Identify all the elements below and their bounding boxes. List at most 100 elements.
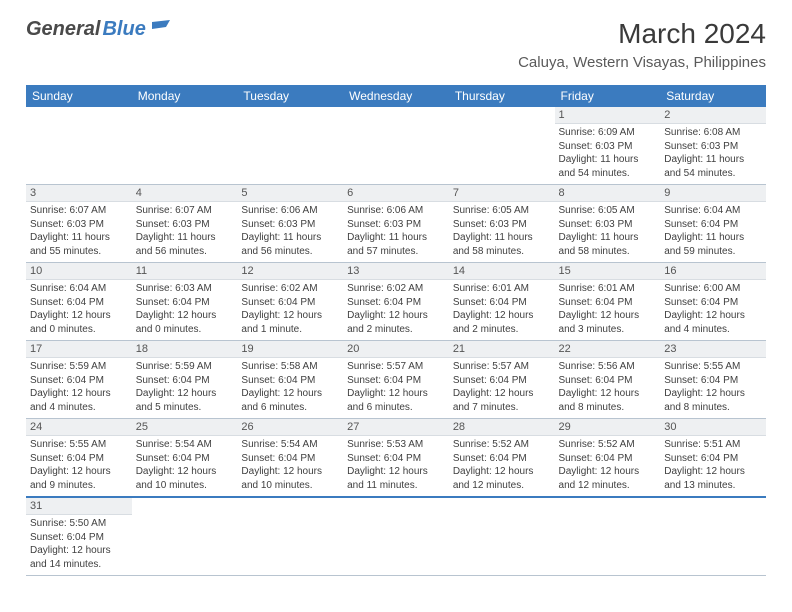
weekday-header: Friday — [555, 85, 661, 107]
day-number: 4 — [132, 185, 238, 202]
weekday-header: Saturday — [660, 85, 766, 107]
day-details: Sunrise: 5:52 AMSunset: 6:04 PMDaylight:… — [449, 436, 555, 496]
day-number: 18 — [132, 341, 238, 358]
calendar-day-cell: 16Sunrise: 6:00 AMSunset: 6:04 PMDayligh… — [660, 263, 766, 341]
calendar-day-cell: 31Sunrise: 5:50 AMSunset: 6:04 PMDayligh… — [26, 497, 132, 576]
day-number: 12 — [237, 263, 343, 280]
flag-icon — [152, 20, 174, 39]
day-details: Sunrise: 6:01 AMSunset: 6:04 PMDaylight:… — [555, 280, 661, 340]
calendar-day-cell: 11Sunrise: 6:03 AMSunset: 6:04 PMDayligh… — [132, 263, 238, 341]
calendar-day-cell: 19Sunrise: 5:58 AMSunset: 6:04 PMDayligh… — [237, 341, 343, 419]
calendar-day-cell: 23Sunrise: 5:55 AMSunset: 6:04 PMDayligh… — [660, 341, 766, 419]
day-number: 29 — [555, 419, 661, 436]
calendar-header-row: SundayMondayTuesdayWednesdayThursdayFrid… — [26, 85, 766, 107]
day-details: Sunrise: 5:50 AMSunset: 6:04 PMDaylight:… — [26, 515, 132, 575]
calendar-day-cell: .. — [343, 107, 449, 185]
day-number: 15 — [555, 263, 661, 280]
day-details: Sunrise: 5:59 AMSunset: 6:04 PMDaylight:… — [26, 358, 132, 418]
header: General Blue March 2024 Caluya, Western … — [0, 0, 792, 77]
day-number: 31 — [26, 498, 132, 515]
weekday-header: Sunday — [26, 85, 132, 107]
calendar-day-cell: .. — [237, 497, 343, 576]
day-details: Sunrise: 5:55 AMSunset: 6:04 PMDaylight:… — [660, 358, 766, 418]
day-number: 13 — [343, 263, 449, 280]
day-details: Sunrise: 5:51 AMSunset: 6:04 PMDaylight:… — [660, 436, 766, 496]
calendar-day-cell: 4Sunrise: 6:07 AMSunset: 6:03 PMDaylight… — [132, 185, 238, 263]
day-details: Sunrise: 5:52 AMSunset: 6:04 PMDaylight:… — [555, 436, 661, 496]
title-block: March 2024 Caluya, Western Visayas, Phil… — [518, 18, 766, 71]
calendar-day-cell: 5Sunrise: 6:06 AMSunset: 6:03 PMDaylight… — [237, 185, 343, 263]
day-number: 19 — [237, 341, 343, 358]
calendar-day-cell: .. — [555, 497, 661, 576]
weekday-header: Wednesday — [343, 85, 449, 107]
day-number: 11 — [132, 263, 238, 280]
day-details: Sunrise: 5:54 AMSunset: 6:04 PMDaylight:… — [237, 436, 343, 496]
day-details: Sunrise: 5:56 AMSunset: 6:04 PMDaylight:… — [555, 358, 661, 418]
day-details: Sunrise: 6:02 AMSunset: 6:04 PMDaylight:… — [343, 280, 449, 340]
day-details: Sunrise: 5:57 AMSunset: 6:04 PMDaylight:… — [449, 358, 555, 418]
day-number: 30 — [660, 419, 766, 436]
day-number: 28 — [449, 419, 555, 436]
calendar-day-cell: 28Sunrise: 5:52 AMSunset: 6:04 PMDayligh… — [449, 419, 555, 498]
day-number: 20 — [343, 341, 449, 358]
calendar-week-row: 31Sunrise: 5:50 AMSunset: 6:04 PMDayligh… — [26, 497, 766, 576]
calendar-day-cell: 7Sunrise: 6:05 AMSunset: 6:03 PMDaylight… — [449, 185, 555, 263]
calendar-day-cell: 14Sunrise: 6:01 AMSunset: 6:04 PMDayligh… — [449, 263, 555, 341]
calendar-day-cell: 2Sunrise: 6:08 AMSunset: 6:03 PMDaylight… — [660, 107, 766, 185]
calendar-day-cell: 3Sunrise: 6:07 AMSunset: 6:03 PMDaylight… — [26, 185, 132, 263]
calendar-day-cell: 8Sunrise: 6:05 AMSunset: 6:03 PMDaylight… — [555, 185, 661, 263]
day-number: 3 — [26, 185, 132, 202]
calendar-day-cell: 1Sunrise: 6:09 AMSunset: 6:03 PMDaylight… — [555, 107, 661, 185]
day-details: Sunrise: 5:58 AMSunset: 6:04 PMDaylight:… — [237, 358, 343, 418]
day-details: Sunrise: 6:08 AMSunset: 6:03 PMDaylight:… — [660, 124, 766, 184]
weekday-header: Monday — [132, 85, 238, 107]
day-number: 25 — [132, 419, 238, 436]
day-details: Sunrise: 5:55 AMSunset: 6:04 PMDaylight:… — [26, 436, 132, 496]
calendar-day-cell: .. — [660, 497, 766, 576]
calendar-day-cell: 29Sunrise: 5:52 AMSunset: 6:04 PMDayligh… — [555, 419, 661, 498]
calendar-day-cell: 22Sunrise: 5:56 AMSunset: 6:04 PMDayligh… — [555, 341, 661, 419]
weekday-header: Tuesday — [237, 85, 343, 107]
calendar-week-row: 3Sunrise: 6:07 AMSunset: 6:03 PMDaylight… — [26, 185, 766, 263]
day-number: 10 — [26, 263, 132, 280]
calendar-day-cell: .. — [237, 107, 343, 185]
calendar-day-cell: 13Sunrise: 6:02 AMSunset: 6:04 PMDayligh… — [343, 263, 449, 341]
day-details: Sunrise: 6:01 AMSunset: 6:04 PMDaylight:… — [449, 280, 555, 340]
calendar-day-cell: .. — [449, 497, 555, 576]
day-number: 1 — [555, 107, 661, 124]
day-number: 23 — [660, 341, 766, 358]
brand-part1: General — [26, 18, 100, 41]
calendar-day-cell: 12Sunrise: 6:02 AMSunset: 6:04 PMDayligh… — [237, 263, 343, 341]
day-details: Sunrise: 6:05 AMSunset: 6:03 PMDaylight:… — [555, 202, 661, 262]
day-number: 22 — [555, 341, 661, 358]
calendar-day-cell: 25Sunrise: 5:54 AMSunset: 6:04 PMDayligh… — [132, 419, 238, 498]
calendar-day-cell: 18Sunrise: 5:59 AMSunset: 6:04 PMDayligh… — [132, 341, 238, 419]
day-details: Sunrise: 6:07 AMSunset: 6:03 PMDaylight:… — [26, 202, 132, 262]
day-details: Sunrise: 6:06 AMSunset: 6:03 PMDaylight:… — [237, 202, 343, 262]
calendar-day-cell: 30Sunrise: 5:51 AMSunset: 6:04 PMDayligh… — [660, 419, 766, 498]
weekday-header: Thursday — [449, 85, 555, 107]
day-number: 7 — [449, 185, 555, 202]
calendar-week-row: 24Sunrise: 5:55 AMSunset: 6:04 PMDayligh… — [26, 419, 766, 498]
calendar-day-cell: .. — [449, 107, 555, 185]
calendar-day-cell: 15Sunrise: 6:01 AMSunset: 6:04 PMDayligh… — [555, 263, 661, 341]
day-details: Sunrise: 6:07 AMSunset: 6:03 PMDaylight:… — [132, 202, 238, 262]
brand-logo: General Blue — [26, 18, 174, 41]
day-number: 2 — [660, 107, 766, 124]
calendar-day-cell: 21Sunrise: 5:57 AMSunset: 6:04 PMDayligh… — [449, 341, 555, 419]
day-details: Sunrise: 6:09 AMSunset: 6:03 PMDaylight:… — [555, 124, 661, 184]
day-details: Sunrise: 6:00 AMSunset: 6:04 PMDaylight:… — [660, 280, 766, 340]
day-details: Sunrise: 6:04 AMSunset: 6:04 PMDaylight:… — [26, 280, 132, 340]
calendar-day-cell: .. — [132, 107, 238, 185]
day-number: 6 — [343, 185, 449, 202]
calendar-day-cell: .. — [343, 497, 449, 576]
calendar-day-cell: .. — [26, 107, 132, 185]
calendar-week-row: 10Sunrise: 6:04 AMSunset: 6:04 PMDayligh… — [26, 263, 766, 341]
day-details: Sunrise: 5:59 AMSunset: 6:04 PMDaylight:… — [132, 358, 238, 418]
day-details: Sunrise: 5:57 AMSunset: 6:04 PMDaylight:… — [343, 358, 449, 418]
day-details: Sunrise: 5:54 AMSunset: 6:04 PMDaylight:… — [132, 436, 238, 496]
calendar-day-cell: 9Sunrise: 6:04 AMSunset: 6:04 PMDaylight… — [660, 185, 766, 263]
day-number: 8 — [555, 185, 661, 202]
calendar-day-cell: .. — [132, 497, 238, 576]
day-details: Sunrise: 6:03 AMSunset: 6:04 PMDaylight:… — [132, 280, 238, 340]
